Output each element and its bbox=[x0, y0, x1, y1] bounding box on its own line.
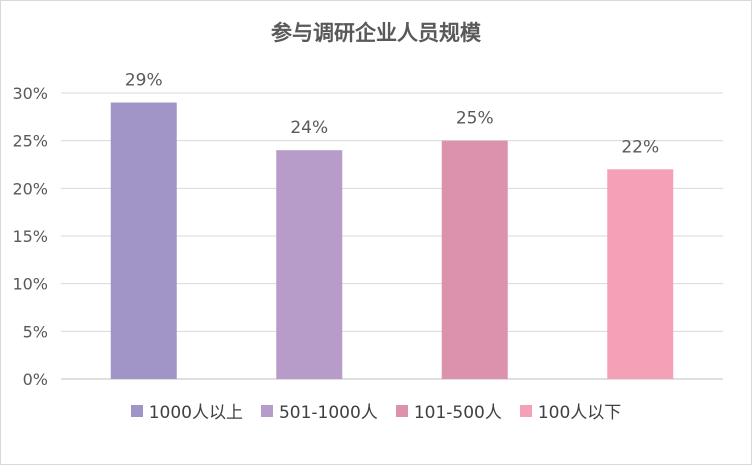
data-label: 29% bbox=[125, 71, 163, 91]
data-label: 24% bbox=[290, 118, 328, 138]
legend-item: 1000人以上 bbox=[130, 398, 243, 423]
legend: 1000人以上 501-1000人 101-500人 100人以下 bbox=[1, 398, 751, 423]
y-tick-label: 0% bbox=[23, 370, 48, 389]
y-tick-label: 25% bbox=[12, 132, 48, 151]
legend-item: 501-1000人 bbox=[260, 398, 378, 423]
y-tick-label: 20% bbox=[12, 179, 48, 198]
legend-swatch bbox=[130, 404, 143, 417]
bar bbox=[441, 140, 508, 379]
legend-swatch bbox=[519, 404, 532, 417]
data-label: 22% bbox=[621, 137, 659, 157]
legend-item: 101-500人 bbox=[395, 398, 502, 423]
y-tick-label: 5% bbox=[23, 322, 48, 341]
legend-item: 100人以下 bbox=[519, 398, 622, 423]
legend-label: 1000人以上 bbox=[148, 403, 243, 423]
legend-label: 101-500人 bbox=[413, 403, 502, 423]
y-tick-label: 15% bbox=[12, 227, 48, 246]
legend-label: 501-1000人 bbox=[278, 403, 378, 423]
legend-label: 100人以下 bbox=[537, 403, 622, 423]
y-tick-label: 10% bbox=[12, 275, 48, 294]
data-label: 25% bbox=[456, 109, 494, 129]
y-tick-label: 30% bbox=[12, 84, 48, 103]
bar bbox=[607, 169, 674, 379]
chart-title: 参与调研企业人员规模 bbox=[271, 21, 481, 45]
legend-swatch bbox=[260, 404, 273, 417]
bar bbox=[276, 150, 343, 379]
legend-swatch bbox=[395, 404, 408, 417]
bar bbox=[110, 102, 177, 380]
